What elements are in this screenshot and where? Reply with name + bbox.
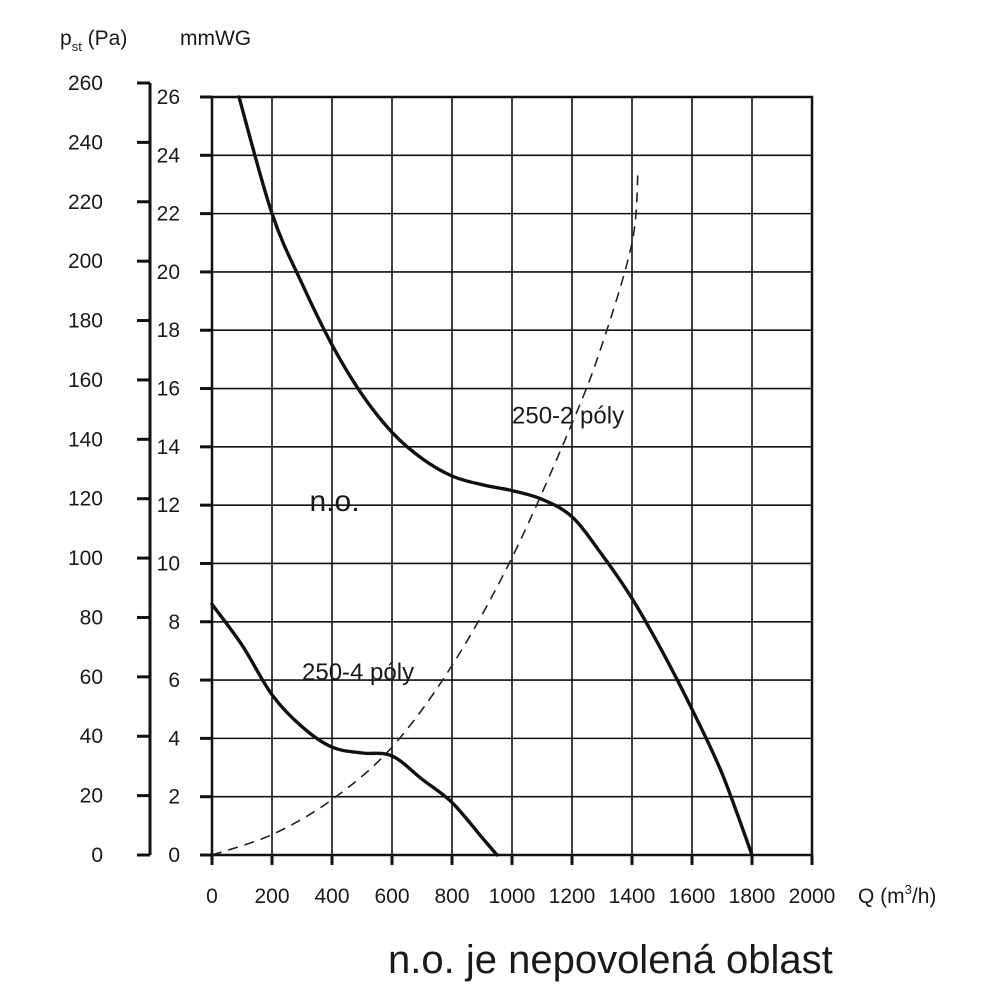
mmwg-tick-label: 2 bbox=[168, 786, 180, 809]
system-curve-line bbox=[211, 169, 639, 856]
mmwg-tick-label: 12 bbox=[157, 494, 180, 517]
x-tick-label: 1800 bbox=[729, 885, 776, 908]
pa-tick-label: 140 bbox=[68, 428, 103, 451]
mmwg-tick-label: 0 bbox=[168, 844, 180, 867]
x-tick-label: 400 bbox=[314, 885, 349, 908]
mmwg-tick-label: 20 bbox=[157, 261, 180, 284]
pa-tick-label: 0 bbox=[91, 844, 103, 867]
x-tick-label: 1600 bbox=[669, 885, 716, 908]
grid bbox=[212, 97, 812, 855]
pa-tick-label: 60 bbox=[80, 666, 103, 689]
series-label: 250-2 póly bbox=[512, 403, 624, 430]
pa-tick-label: 100 bbox=[68, 547, 103, 570]
tick-labels: 0204060801001201401601802002202402600246… bbox=[68, 72, 835, 908]
x-tick-label: 0 bbox=[206, 885, 218, 908]
mmwg-tick-label: 4 bbox=[168, 727, 180, 750]
mmwg-tick-label: 24 bbox=[157, 144, 181, 167]
pa-tick-label: 40 bbox=[80, 725, 103, 748]
mmwg-tick-label: 10 bbox=[157, 552, 180, 575]
pa-tick-label: 120 bbox=[68, 488, 103, 511]
mmwg-tick-label: 14 bbox=[157, 436, 181, 459]
forbidden-region-label: n.o. bbox=[310, 485, 360, 518]
pa-tick-label: 200 bbox=[68, 250, 103, 273]
fan-curve-2 bbox=[210, 602, 499, 857]
mmwg-tick-label: 22 bbox=[157, 203, 180, 226]
pa-tick-label: 160 bbox=[68, 369, 103, 392]
chart-caption: n.o. je nepovolená oblast bbox=[388, 938, 833, 982]
x-tick-label: 600 bbox=[374, 885, 409, 908]
mmwg-tick-label: 6 bbox=[168, 669, 180, 692]
annotations: 250-2 póly 250-4 póly n.o. bbox=[302, 403, 624, 687]
series-label: 250-4 póly bbox=[302, 659, 414, 686]
series bbox=[210, 95, 754, 857]
pa-tick-label: 240 bbox=[68, 131, 103, 154]
mmwg-tick-label: 8 bbox=[168, 611, 180, 634]
x-tick-label: 1400 bbox=[609, 885, 656, 908]
x-tick-label: 800 bbox=[434, 885, 469, 908]
fan-curve-1 bbox=[237, 95, 754, 857]
mmwg-tick-label: 26 bbox=[157, 86, 180, 109]
x-tick-label: 2000 bbox=[789, 885, 836, 908]
pa-tick-label: 80 bbox=[80, 606, 103, 629]
mmwg-tick-label: 16 bbox=[157, 378, 180, 401]
x-tick-label: 200 bbox=[254, 885, 289, 908]
pa-tick-label: 220 bbox=[68, 191, 103, 214]
x-tick-label: 1000 bbox=[489, 885, 536, 908]
mmwg-tick-label: 18 bbox=[157, 319, 180, 342]
pa-tick-label: 180 bbox=[68, 310, 103, 333]
pa-tick-label: 260 bbox=[68, 72, 103, 95]
x-tick-label: 1200 bbox=[549, 885, 596, 908]
pa-tick-label: 20 bbox=[80, 785, 103, 808]
y-axis-pa-label: pst (Pa) bbox=[60, 27, 127, 54]
y-axis-mmwg-label: mmWG bbox=[180, 27, 251, 50]
x-axis-label: Q (m3/h) bbox=[858, 882, 936, 908]
